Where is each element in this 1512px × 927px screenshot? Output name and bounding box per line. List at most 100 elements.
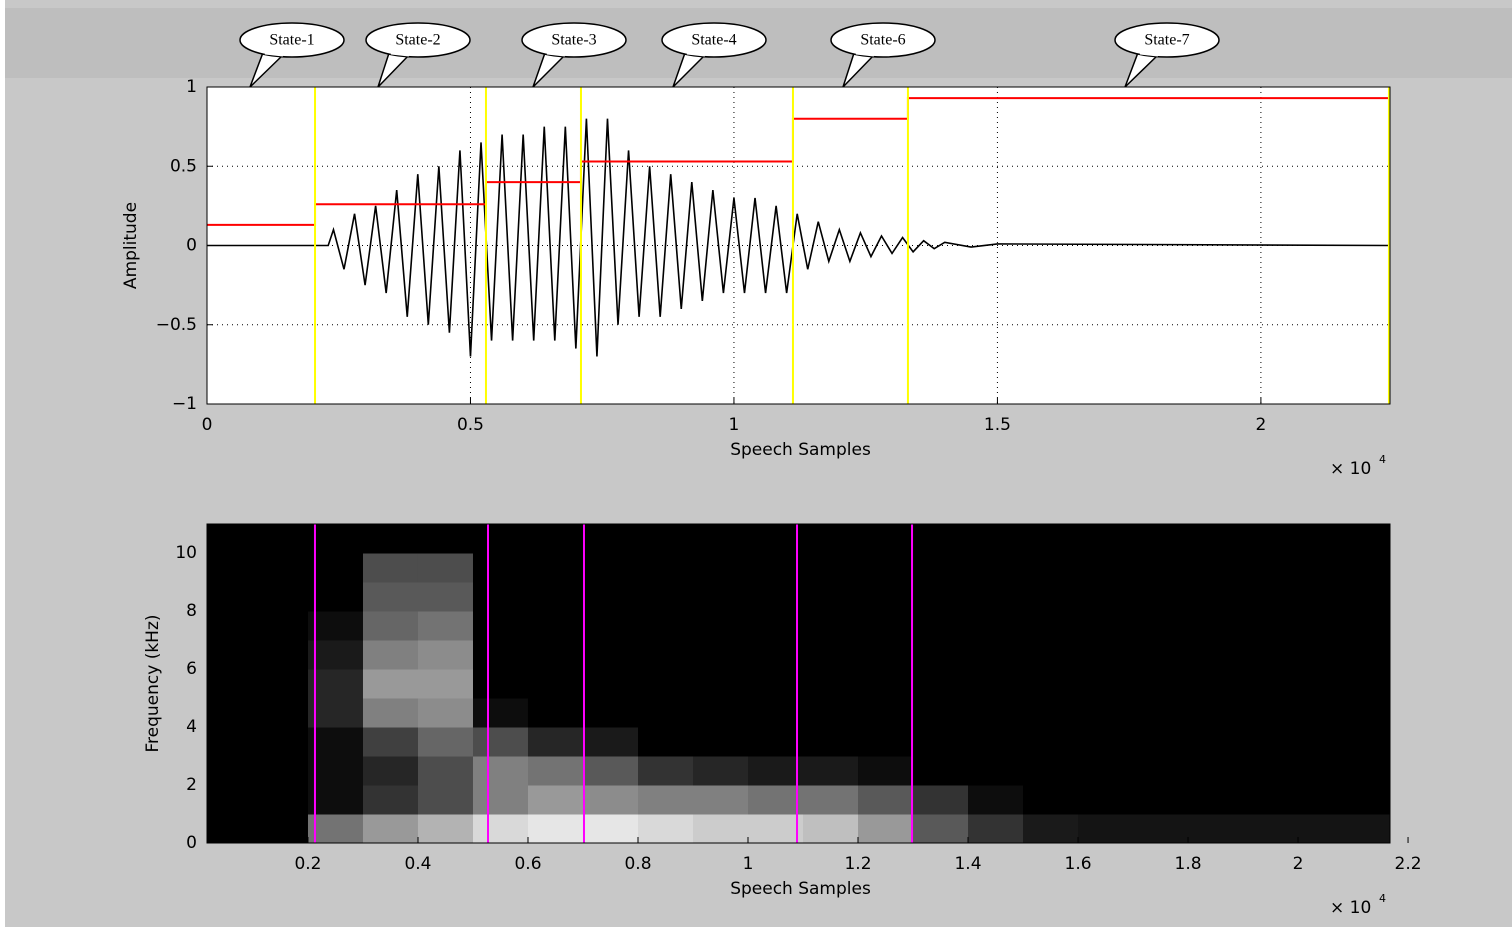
heat-cell — [1078, 582, 1134, 612]
x-tick-label: 1.2 — [844, 854, 871, 874]
x-tick-label: 1 — [743, 854, 754, 874]
heat-cell — [968, 785, 1024, 815]
heat-cell — [968, 582, 1024, 612]
heat-cell — [858, 582, 914, 612]
x-multiplier: × 10 — [1330, 898, 1371, 918]
heat-cell — [803, 524, 859, 554]
heat-cell — [638, 640, 694, 670]
heat-cell — [472, 698, 529, 728]
heat-cell — [803, 814, 859, 843]
heat-cell — [748, 524, 804, 554]
heat-cell — [1298, 582, 1354, 612]
heat-cell — [1353, 524, 1390, 554]
heat-cell — [417, 524, 474, 554]
x-tick-label: 1.4 — [954, 854, 981, 874]
heat-cell — [1353, 727, 1390, 757]
y-tick-label: −1 — [172, 394, 197, 414]
waveform-line — [207, 118, 1390, 357]
heat-cell — [858, 698, 914, 728]
heat-cell — [1188, 611, 1244, 641]
heat-cell — [1078, 727, 1134, 757]
heat-cell — [307, 756, 364, 786]
heat-cell — [417, 582, 474, 612]
x-tick-label: 0 — [202, 415, 213, 435]
heat-cell — [362, 524, 419, 554]
callout-bubble — [521, 22, 627, 58]
heat-cell — [1133, 727, 1189, 757]
heat-cell — [527, 756, 584, 786]
heat-cell — [1133, 669, 1189, 699]
heat-cell — [1243, 582, 1299, 612]
heat-cell — [693, 727, 749, 757]
heat-cell — [1298, 524, 1354, 554]
heat-cell — [307, 669, 364, 699]
heat-cell — [582, 640, 639, 670]
heat-cell — [1078, 814, 1134, 843]
x-tick-label: 0.8 — [624, 854, 651, 874]
heat-cell — [527, 553, 584, 583]
heat-cell — [913, 640, 969, 670]
heat-cell — [803, 553, 859, 583]
heat-cell — [582, 785, 639, 815]
heat-cell — [362, 785, 419, 815]
heat-cell — [1133, 524, 1189, 554]
y-axis-label: Amplitude — [121, 202, 141, 289]
heat-cell — [207, 640, 254, 670]
callout: State-7 — [1114, 22, 1220, 88]
heat-cell — [1243, 814, 1299, 843]
heat-cell — [362, 582, 419, 612]
heat-cell — [1023, 669, 1079, 699]
heat-cell — [1353, 611, 1390, 641]
heat-cell — [748, 785, 804, 815]
heat-cell — [1243, 698, 1299, 728]
heat-cell — [748, 727, 804, 757]
x-multiplier-exponent: 4 — [1379, 453, 1386, 466]
heat-cell — [1023, 640, 1079, 670]
heat-cell — [207, 727, 254, 757]
heat-cell — [1353, 814, 1390, 843]
heat-cell — [1243, 553, 1299, 583]
heat-cell — [968, 698, 1024, 728]
heat-cell — [968, 524, 1024, 554]
heat-cell — [693, 611, 749, 641]
heat-cell — [913, 698, 969, 728]
heat-cell — [1133, 814, 1189, 843]
heat-cell — [207, 582, 254, 612]
heat-cell — [1188, 553, 1244, 583]
heat-cell — [307, 814, 364, 843]
heat-cell — [472, 756, 529, 786]
x-tick-label: 2.2 — [1395, 854, 1422, 874]
callout-join — [390, 51, 410, 57]
heat-cell — [858, 640, 914, 670]
heat-cell — [252, 814, 309, 843]
heat-cell — [362, 611, 419, 641]
x-tick-label: 0.2 — [294, 854, 321, 874]
heat-cell — [307, 727, 364, 757]
heat-cell — [1078, 640, 1134, 670]
callout: State-3 — [521, 22, 627, 88]
heat-cell — [693, 553, 749, 583]
heat-cell — [913, 524, 969, 554]
heat-cell — [1133, 640, 1189, 670]
heat-cell — [527, 727, 584, 757]
heat-cell — [527, 785, 584, 815]
heat-cell — [582, 814, 639, 843]
heat-cell — [417, 756, 474, 786]
heat-cell — [1298, 553, 1354, 583]
heat-cell — [1243, 524, 1299, 554]
heat-cell — [858, 611, 914, 641]
heat-cell — [1353, 698, 1390, 728]
heat-cell — [307, 640, 364, 670]
callout: State-1 — [239, 22, 345, 88]
heat-cell — [1133, 698, 1189, 728]
heat-cell — [1133, 553, 1189, 583]
heat-cell — [693, 669, 749, 699]
y-tick-label: 4 — [186, 717, 197, 737]
heat-cell — [1188, 814, 1244, 843]
heat-cell — [803, 582, 859, 612]
heat-cell — [472, 814, 529, 843]
heat-cell — [748, 582, 804, 612]
heat-cell — [252, 669, 309, 699]
callout-label: State-3 — [551, 32, 596, 49]
